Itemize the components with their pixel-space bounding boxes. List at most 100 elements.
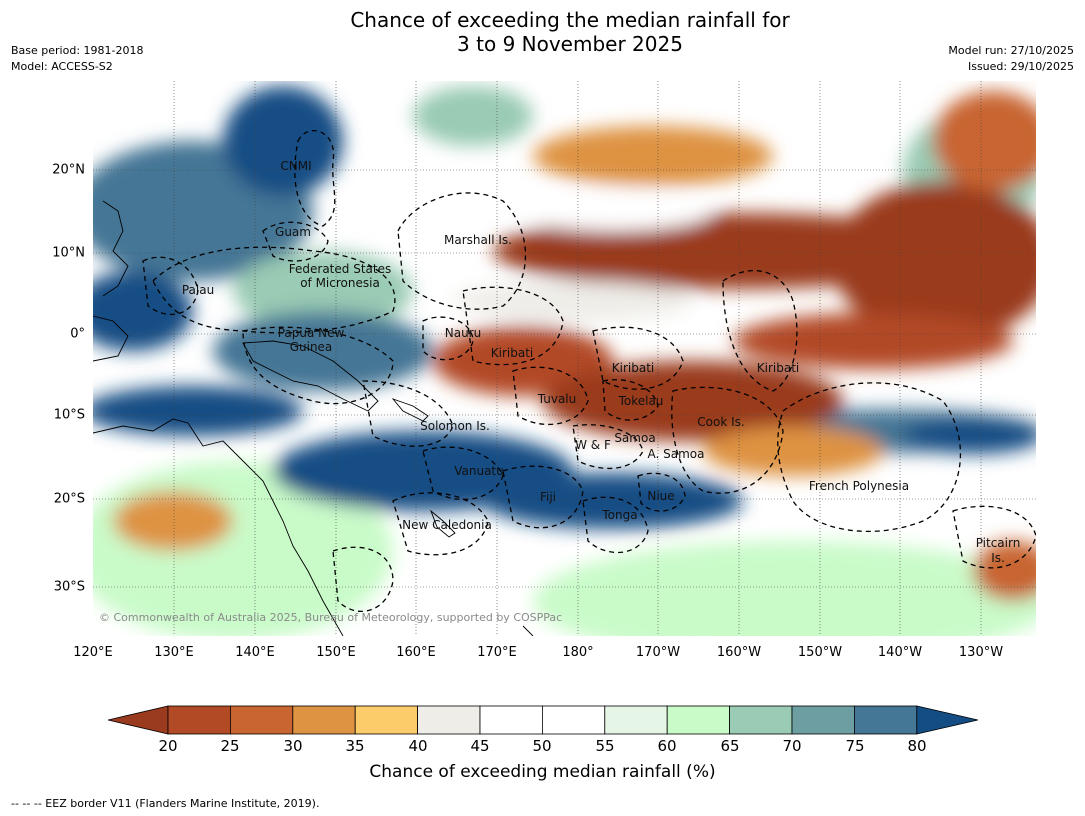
eez-samoa	[572, 424, 644, 470]
meta-left: Base period: 1981-2018 Model: ACCESS-S2	[11, 43, 143, 75]
colorbar-segment-55-60	[604, 705, 668, 735]
eez-pitcairn	[952, 505, 1036, 569]
eez-marshall	[397, 192, 527, 310]
colorbar-tick-50: 50	[532, 737, 552, 755]
eez-fsm	[152, 246, 396, 334]
field-teal-n	[413, 86, 533, 146]
label-marshall: Marshall Is.	[444, 233, 512, 247]
label-fiji: Fiji	[540, 490, 556, 504]
eez-guam	[262, 221, 329, 262]
lon-label-130e: 130°E	[154, 645, 194, 660]
graticule	[93, 81, 1036, 636]
meta-right: Model run: 27/10/2025 Issued: 29/10/2025	[948, 43, 1074, 75]
label-vanuatu: Vanuatu	[454, 464, 504, 478]
label-tokelau: Tokelau	[618, 394, 664, 408]
field-dark-blue-nw	[223, 86, 343, 196]
coastlines	[93, 200, 534, 636]
label-tonga: Tonga	[601, 508, 637, 522]
label-niue: Niue	[647, 489, 674, 503]
field-spcz-far-east	[903, 418, 1036, 454]
eez-cook	[671, 386, 784, 494]
field-spcz-central	[483, 473, 743, 529]
eez-tokelau	[602, 379, 659, 421]
field-blue-indonesia	[93, 386, 303, 436]
model-name: Model: ACCESS-S2	[11, 60, 113, 73]
lon-label-140w: 140°W	[877, 645, 923, 660]
label-kiribati-gilbert: Kiribati	[491, 346, 533, 360]
eez-solomon	[362, 380, 454, 447]
title-line-2: 3 to 9 November 2025	[457, 32, 683, 56]
label-guam: Guam	[275, 225, 311, 239]
colorbar-segment-25-30	[230, 705, 294, 735]
lat-label-20s: 20°S	[53, 491, 85, 507]
label-png-line2: Guinea	[290, 340, 333, 354]
lon-label-150e: 150°E	[316, 645, 356, 660]
label-french-polynesia: French Polynesia	[809, 479, 909, 493]
field-brown-line-islands	[733, 313, 1013, 369]
eez-kiribati-phoenix	[592, 326, 684, 390]
colorbar-tick-70: 70	[782, 737, 802, 755]
new-caledonia-coast	[429, 509, 456, 538]
colorbar-extend-high	[916, 705, 978, 735]
field-teal-micronesia	[233, 251, 413, 331]
field-orange-north	[533, 126, 773, 186]
colorbar-tick-65: 65	[720, 737, 740, 755]
field-brown-tuvalu	[543, 361, 843, 441]
colorbar-segment-30-35	[292, 705, 356, 735]
place-labels: CNMI Guam Marshall Is. Federated States …	[182, 159, 1020, 565]
field-brown-northeast	[833, 181, 1036, 341]
label-cnmi: CNMI	[280, 159, 311, 173]
field-orange-pitcairn	[973, 541, 1036, 601]
australia-coast	[93, 418, 344, 636]
field-brown-nauru	[433, 326, 613, 396]
eez-cnmi	[294, 130, 336, 227]
rainfall-map: CNMI Guam Marshall Is. Federated States …	[93, 81, 1036, 636]
label-wf: W & F	[575, 438, 611, 452]
label-kiribati-line: Kiribati	[757, 361, 799, 375]
label-asamoa: A. Samoa	[648, 447, 705, 461]
label-cook: Cook Is.	[697, 415, 744, 429]
field-orange-ne-corner	[933, 91, 1036, 191]
colorbar-tick-35: 35	[345, 737, 365, 755]
field-light-green-s	[533, 541, 1036, 636]
label-pitcairn-line2: Is.	[991, 551, 1005, 565]
eez-tonga	[582, 496, 649, 554]
eez-nauru	[422, 316, 474, 361]
colorbar-segment-75-80	[854, 705, 918, 735]
colorbar-segment-20-25	[167, 705, 231, 735]
lon-label-160e: 160°E	[396, 645, 436, 660]
label-solomon: Solomon Is.	[420, 419, 490, 433]
eez-kiribati-gilbert	[462, 286, 564, 366]
label-pitcairn-line1: Pitcairn	[976, 536, 1021, 550]
colorbar-segment-65-70	[729, 705, 793, 735]
colorbar-tick-45: 45	[470, 737, 490, 755]
colorbar-segment-70-75	[791, 705, 855, 735]
label-nauru: Nauru	[445, 326, 481, 340]
lon-label-170w: 170°W	[635, 645, 681, 660]
eez-vanuatu	[422, 446, 504, 501]
colorbar-segment-35-40	[354, 705, 418, 735]
model-run: Model run: 27/10/2025	[948, 44, 1074, 57]
label-png-line1: Papua New	[278, 326, 345, 340]
lat-label-10s: 10°S	[53, 407, 85, 423]
eez-australia	[332, 546, 394, 612]
lon-label-120e: 120°E	[73, 645, 113, 660]
title-line-1: Chance of exceeding the median rainfall …	[350, 8, 790, 32]
eez-footnote: -- -- -- EEZ border V11 (Flanders Marine…	[11, 797, 320, 810]
eez-png	[242, 326, 394, 405]
field-orange-cook	[703, 426, 883, 476]
colorbar-tick-60: 60	[657, 737, 677, 755]
field-blue-png	[213, 311, 433, 391]
rainfall-field	[93, 86, 1036, 636]
colorbar-segment-60-65	[666, 705, 731, 735]
solomons-coast	[391, 398, 429, 422]
field-blue-philippines	[93, 271, 193, 351]
map-title: Chance of exceeding the median rainfall …	[0, 8, 1085, 56]
lat-label-0: 0°	[70, 326, 85, 342]
label-palau: Palau	[182, 283, 214, 297]
colorbar	[108, 705, 978, 735]
philippines-coast	[102, 200, 129, 297]
colorbar-tick-25: 25	[220, 737, 240, 755]
eez-tuvalu	[512, 366, 589, 426]
field-orange-australia	[113, 491, 233, 551]
